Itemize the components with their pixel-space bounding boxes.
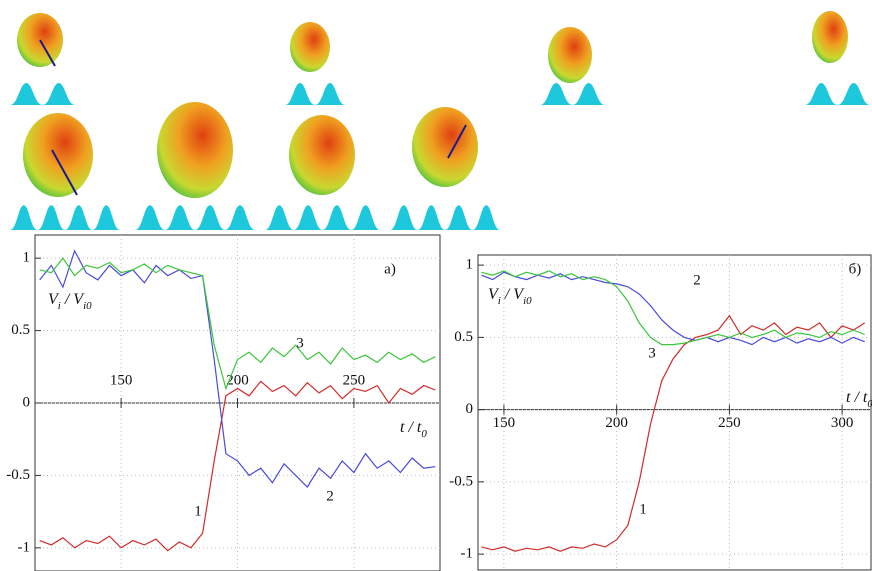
bump — [92, 205, 120, 230]
x-tick-label: 150 — [493, 415, 516, 431]
y-tick-label: 0.5 — [454, 329, 473, 345]
y-axis-label-part: i0 — [83, 300, 92, 312]
series-line — [39, 380, 436, 552]
y-tick-label: -0.5 — [449, 473, 473, 489]
x-tick-label: 250 — [343, 372, 366, 388]
y-tick-label: -0.5 — [6, 467, 30, 483]
y-tick-label: 0 — [23, 394, 31, 410]
bump — [42, 83, 75, 105]
y-tick-label: 1 — [23, 250, 31, 266]
bump — [351, 205, 380, 230]
particle — [548, 27, 592, 83]
series-label: 1 — [194, 503, 202, 519]
bump — [293, 205, 323, 230]
series-label: 1 — [639, 501, 647, 517]
y-axis-label-part: i — [58, 300, 61, 312]
y-axis-label: Vi / Vi0 — [48, 291, 92, 312]
bump — [322, 205, 352, 230]
x-axis-label-part: t / t — [846, 389, 868, 406]
y-axis-label-part: V — [488, 286, 500, 303]
plot-frame — [477, 254, 872, 571]
series-line — [39, 249, 436, 488]
series-line — [481, 314, 866, 552]
arrow — [51, 149, 78, 196]
x-axis-label: t / t0 — [846, 389, 872, 410]
series-label: 2 — [693, 272, 701, 288]
y-axis-label-part: V — [48, 291, 60, 308]
bump — [837, 83, 870, 105]
arrow — [447, 124, 467, 159]
x-axis-label-part: 0 — [867, 398, 872, 410]
x-axis-label: t / t0 — [400, 419, 427, 440]
series-line — [481, 271, 865, 346]
bump — [315, 83, 345, 105]
x-axis-label-part: 0 — [421, 428, 427, 440]
particle — [157, 102, 233, 198]
bump — [540, 83, 573, 105]
bump — [472, 205, 500, 230]
bump — [65, 205, 93, 230]
bump — [805, 83, 838, 105]
bump — [225, 205, 255, 230]
bump — [417, 205, 445, 230]
particle — [412, 107, 478, 187]
particle — [23, 113, 93, 197]
bump — [37, 205, 65, 230]
particle — [812, 11, 848, 63]
bump — [10, 205, 38, 230]
y-axis-label-part: i0 — [523, 295, 532, 307]
x-axis-label-part: t / t — [400, 419, 422, 436]
bump — [572, 83, 605, 105]
series-line — [481, 270, 865, 346]
particle — [289, 115, 355, 195]
panel-label: а) — [384, 261, 396, 277]
bump — [445, 205, 473, 230]
y-tick-label: -1 — [461, 546, 474, 562]
y-tick-label: -1 — [18, 539, 31, 555]
chart: 1 0.5 0 -0.5 -1 150 200 250 300 1 2 3 б) Vi / Vi0 t / … — [449, 254, 872, 571]
y-axis-label-part: / V — [501, 286, 525, 303]
x-tick-label: 300 — [831, 415, 854, 431]
series-line — [39, 257, 436, 391]
bump — [265, 205, 294, 230]
x-tick-label: 150 — [110, 372, 133, 388]
bump — [285, 83, 315, 105]
x-tick-label: 200 — [605, 415, 628, 431]
series-label: 3 — [296, 335, 304, 351]
bump — [165, 205, 195, 230]
y-tick-label: 0 — [466, 401, 474, 417]
series-label: 3 — [648, 345, 656, 361]
y-axis-label-part: i — [498, 295, 501, 307]
panel-label: б) — [849, 261, 862, 277]
y-tick-label: 1 — [466, 257, 474, 273]
series-label: 2 — [326, 488, 334, 504]
bump — [195, 205, 225, 230]
particle — [290, 22, 330, 72]
bump — [10, 83, 43, 105]
bump — [135, 205, 165, 230]
x-tick-label: 250 — [718, 415, 741, 431]
x-tick-label: 200 — [226, 372, 249, 388]
arrow — [39, 39, 56, 67]
simulation-snapshots — [10, 11, 870, 230]
bump — [390, 205, 418, 230]
y-axis-label-part: / V — [61, 291, 85, 308]
y-axis-label: Vi / Vi0 — [488, 286, 532, 307]
y-tick-label: 0.5 — [11, 322, 30, 338]
